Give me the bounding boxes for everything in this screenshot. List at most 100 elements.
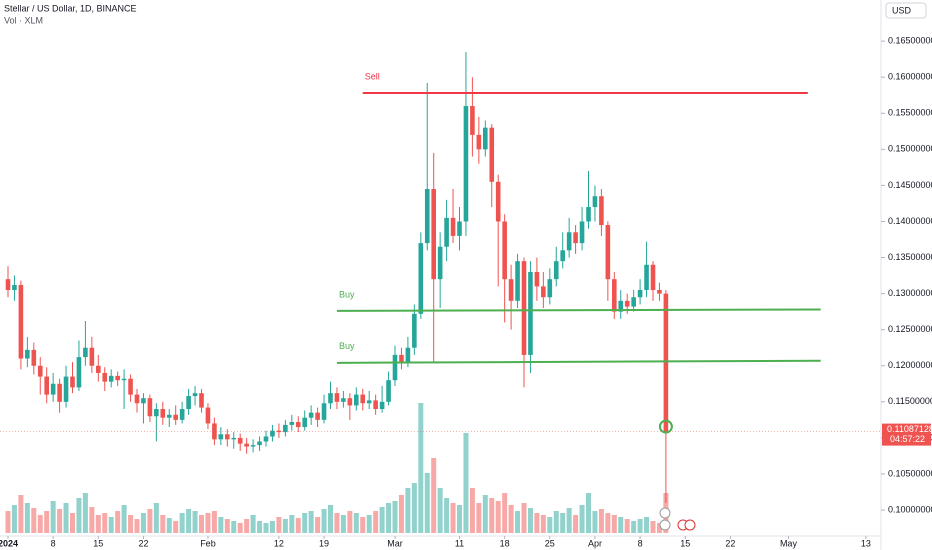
candle-body (57, 383, 62, 402)
volume-bar (656, 523, 662, 533)
x-tick-label: 15 (680, 538, 690, 548)
candle-body (515, 261, 520, 301)
volume-bar (244, 519, 250, 533)
volume-bar (276, 517, 282, 533)
candle-body (354, 394, 359, 406)
candle-body (457, 221, 462, 236)
volume-bar (598, 509, 604, 533)
volume-bar (308, 511, 314, 533)
candle-body (102, 372, 108, 382)
volume-bar (482, 495, 488, 533)
candle-body (276, 430, 282, 433)
x-tick-label: May (780, 538, 798, 548)
volume-bar (192, 511, 198, 533)
candle-body (444, 217, 449, 247)
annotation-label: Sell (365, 71, 380, 81)
candle-body (541, 286, 546, 298)
volume-bar (295, 518, 301, 533)
x-tick-label: 25 (545, 538, 555, 548)
volume-bar (366, 515, 372, 533)
event-icons (659, 507, 696, 531)
volume-bar (102, 513, 108, 533)
candle-body (418, 243, 424, 314)
volume-bar (431, 458, 437, 533)
volume-bar (411, 483, 417, 533)
volume-bar (457, 505, 462, 533)
last-price-box (882, 423, 931, 446)
candle-body (76, 357, 82, 388)
candle-body (18, 284, 24, 359)
volume-bar (224, 519, 230, 533)
currency[interactable]: USD (892, 5, 912, 15)
candle-body (283, 424, 288, 433)
candle-body (257, 441, 262, 446)
highlight-circle (658, 419, 673, 434)
candle-body (263, 436, 269, 442)
y-tick-label: 0.10500000 (888, 468, 932, 478)
volume-bar (82, 493, 88, 533)
candle-body (141, 398, 146, 404)
volume-bar (147, 509, 153, 533)
volume-bar (231, 521, 237, 533)
volume-bar (637, 519, 643, 533)
x-tick-label: 18 (500, 538, 510, 548)
candle-body (166, 414, 172, 418)
event-icon (659, 519, 671, 531)
volume-bar (50, 501, 56, 533)
volume-bar (444, 498, 450, 533)
candle-body (657, 290, 662, 294)
volume-bar (173, 521, 179, 533)
x-tick-label: 22 (725, 538, 735, 548)
volume-bar (115, 511, 121, 533)
volume-bar (476, 503, 482, 533)
candle-body (295, 422, 301, 428)
candle-body (328, 393, 333, 404)
volume-bar (386, 503, 392, 533)
candle-body (566, 232, 572, 251)
candle-body (231, 437, 237, 440)
volume-bar (199, 515, 204, 533)
candle-body (502, 221, 507, 280)
volume-bar (502, 493, 508, 533)
candle-body (96, 365, 101, 373)
volume-bar (540, 515, 546, 533)
candle-body (225, 434, 230, 440)
volume-bar (134, 519, 140, 533)
candle-body (108, 375, 114, 382)
volume-bar (405, 488, 411, 533)
volume-bar (282, 519, 288, 533)
volume-bar (140, 513, 146, 533)
volume-bar (205, 513, 211, 533)
volume-bar (560, 513, 566, 533)
event-icon (684, 519, 696, 531)
candle-body (83, 347, 88, 358)
candle-body (573, 232, 578, 244)
candle-body (431, 189, 436, 280)
currency-button[interactable] (885, 2, 927, 19)
volume-bar (379, 507, 385, 533)
y-tick-label: 0.16000000 (888, 72, 932, 82)
volume-bar (31, 508, 37, 533)
candle-body (644, 264, 649, 291)
volume-bar (624, 519, 630, 533)
trend-line (336, 359, 821, 364)
candle-body (489, 127, 495, 182)
event-icon (659, 507, 671, 519)
y-tick-label: 0.13500000 (888, 252, 932, 262)
volume-bar (618, 517, 624, 533)
candle-body (308, 412, 314, 418)
candle-body (315, 412, 320, 420)
annotation-label: Buy (339, 289, 355, 299)
candle-body (334, 393, 340, 402)
volume-bar (321, 509, 327, 533)
candle-body (663, 293, 669, 432)
candle-body (450, 217, 456, 236)
volume-bar (579, 505, 585, 533)
candle-body (528, 271, 533, 355)
candle-body (341, 398, 346, 402)
volume-bar (328, 505, 333, 533)
y-tick-label: 0.15000000 (888, 144, 932, 154)
x-tick-label: 8 (51, 538, 56, 548)
volume-bar (166, 518, 172, 533)
candle-body (560, 250, 565, 262)
